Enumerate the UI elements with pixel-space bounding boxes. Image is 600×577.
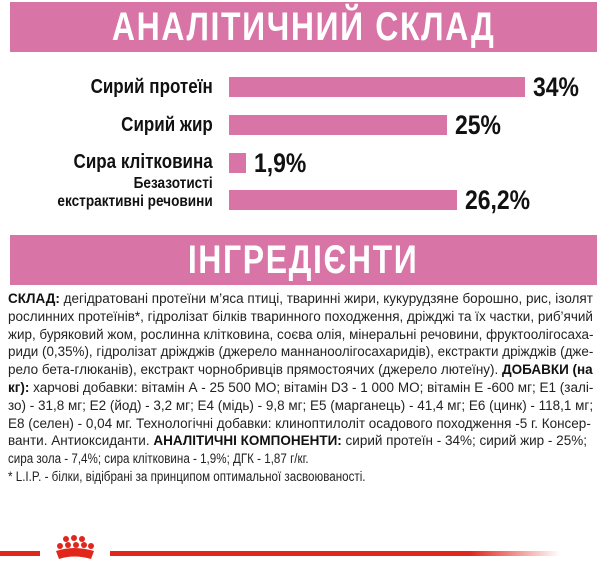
text-segment: Е8 (селен) - 0,04 мг. Технологічні добав…	[8, 415, 591, 431]
text-segment: ванти. Антиоксиданти.	[8, 433, 154, 449]
ingredients-line: жир, буряковий жом, рослинна клітковина,…	[8, 326, 594, 344]
ingredients-line: рело бета-глюканів), екстракт чорнобривц…	[8, 361, 593, 379]
text-segment: жир, буряковий жом, рослинна клітковина,…	[8, 326, 594, 342]
label-nfe-line1: Безазотисті	[133, 175, 213, 192]
bold-heading: кг):	[8, 379, 30, 395]
value-fibre: 1,9%	[253, 148, 306, 178]
bar-fat	[229, 115, 447, 135]
text-segment: харчові добавки: вітамін А - 25 500 МО; …	[29, 379, 594, 395]
brand-line-left	[0, 551, 40, 556]
ingredients-header: ІНГРЕДІЄНТИ	[10, 235, 597, 285]
bar-protein	[229, 77, 525, 97]
text-segment: рело бета-глюканів), екстракт чорнобривц…	[8, 362, 503, 378]
text-segment: сира зола - 7,4%; сира клітковина - 1,9%…	[8, 451, 309, 467]
ingredients-line: кг): харчові добавки: вітамін А - 25 500…	[8, 379, 593, 397]
ingredients-line: ванти. Антиоксиданти. АНАЛІТИЧНІ КОМПОНЕ…	[8, 432, 593, 450]
label-nfe-line2: екстрактивні речовини	[57, 193, 213, 210]
label-fibre: Сира клітковина	[73, 151, 213, 173]
ingredients-line: Е8 (селен) - 0,04 мг. Технологічні добав…	[8, 415, 593, 433]
text-segment: зо) - 31,8 мг; Е2 (йод) - 3,2 мг; Е4 (мі…	[8, 397, 594, 413]
bold-heading: СКЛАД:	[8, 291, 60, 306]
bar-fibre	[229, 153, 246, 173]
bold-heading: АНАЛІТИЧНІ КОМПОНЕНТИ:	[153, 433, 342, 449]
ingredients-text: СКЛАД: дегідратовані протеїни м’яса птиц…	[8, 290, 593, 486]
text-segment: риди (0,35%), гідролізат дріжджів (джере…	[8, 344, 594, 360]
value-nfe: 26,2%	[465, 185, 531, 215]
text-segment: дегідратовані протеїни м’яса птиці, твар…	[59, 291, 593, 306]
label-nfe: Безазотисті екстрактивні речовини	[58, 175, 213, 211]
value-fat: 25%	[454, 110, 501, 140]
value-protein: 34%	[533, 72, 579, 102]
ingredients-line: * L.I.P. - білки, відібрані за принципом…	[8, 468, 511, 486]
footer-brand-line	[0, 535, 560, 559]
ingredients-line: СКЛАД: дегідратовані протеїни м’яса птиц…	[8, 290, 593, 308]
label-fat: Сирий жир	[121, 114, 213, 136]
analytical-title: АНАЛІТИЧНИЙ СКЛАД	[111, 5, 496, 49]
brand-line-right	[110, 551, 560, 556]
ingredients-title: ІНГРЕДІЄНТИ	[188, 238, 419, 282]
ingredients-line: риди (0,35%), гідролізат дріжджів (джере…	[8, 343, 593, 361]
text-segment: рослинних протеїнів*, гідролізат білків …	[8, 308, 593, 324]
analytical-header: АНАЛІТИЧНИЙ СКЛАД	[10, 2, 597, 52]
bold-heading: ДОБАВКИ (на	[502, 362, 593, 378]
label-protein: Сирий протеїн	[90, 76, 213, 98]
royal-canin-crown-icon	[56, 535, 94, 559]
text-segment: * L.I.P. - білки, відібрані за принципом…	[8, 468, 366, 484]
ingredients-line: зо) - 31,8 мг; Е2 (йод) - 3,2 мг; Е4 (мі…	[8, 397, 594, 415]
ingredients-line: сира зола - 7,4%; сира клітковина - 1,9%…	[8, 450, 511, 468]
text-segment: сирий протеїн - 34%; сирий жир - 25%;	[341, 433, 587, 449]
bar-nfe	[229, 190, 458, 210]
ingredients-line: рослинних протеїнів*, гідролізат білків …	[8, 308, 593, 326]
